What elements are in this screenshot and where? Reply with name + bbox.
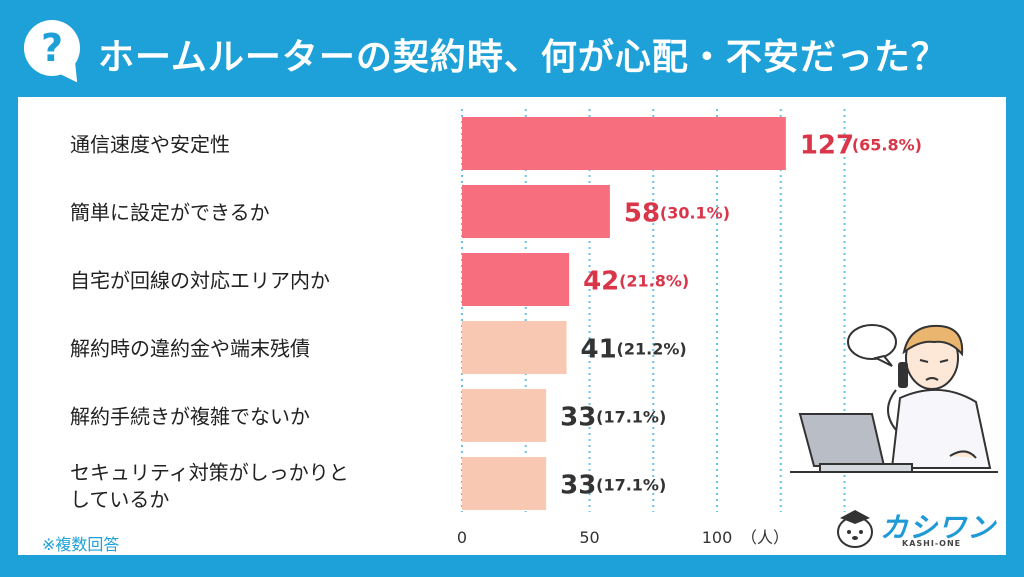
logo-subtext: KASHI-ONE <box>902 539 962 548</box>
value-label: 127 <box>800 131 854 161</box>
footnote: ※複数回答 <box>42 535 120 554</box>
value-label: 33 <box>560 471 596 501</box>
category-label: 解約時の違約金や端末残債 <box>70 337 310 361</box>
bar <box>462 253 570 306</box>
percent-label: (30.1%) <box>660 204 730 223</box>
percent-label: (21.8%) <box>619 272 689 291</box>
x-tick-label: 100 <box>702 528 733 547</box>
value-label: 42 <box>583 267 619 297</box>
bar-chart: 通信速度や安定性 127(65.8%) 簡単に設定ができるか 58 (30.1%) 自宅が… <box>70 109 922 547</box>
percent-label: (17.1%) <box>596 408 666 427</box>
value-label: 33 <box>560 403 596 433</box>
category-label: 自宅が回線の対応エリア内か <box>70 269 330 293</box>
x-tick-label: 50 <box>579 528 599 547</box>
x-tick-label: 0 <box>457 528 467 547</box>
category-label: 簡単に設定ができるか <box>70 201 270 225</box>
question-icon: ? <box>24 20 80 76</box>
value-label: 58 <box>624 199 660 229</box>
percent-label: (21.2%) <box>617 340 687 359</box>
category-label: 解約手続きが複雑でないか <box>70 405 310 429</box>
question-mark: ? <box>40 26 64 70</box>
percent-label: (65.8%) <box>852 136 922 155</box>
x-unit-label: （人） <box>741 528 789 547</box>
header: ? ホームルーターの契約時、何が心配・不安だった？ <box>0 0 1024 95</box>
percent-label: (17.1%) <box>596 476 666 495</box>
bar <box>462 321 567 374</box>
bar <box>462 185 610 238</box>
chart-panel: 通信速度や安定性 127 (65.8%) 簡単に設定ができるか 58 (30.1%) 自宅が… <box>18 97 1006 555</box>
bar <box>462 117 786 170</box>
value-label: 41 <box>581 335 617 365</box>
kashiwan-logo-dog-icon <box>837 510 873 548</box>
bar <box>462 389 547 442</box>
category-label: 通信速度や安定性 <box>70 133 230 157</box>
bar <box>462 457 547 510</box>
page-title: ホームルーターの契約時、何が心配・不安だった？ <box>98 37 948 78</box>
category-label: セキュリティ対策がしっかりとしているか <box>70 461 349 512</box>
logo-text: カシワン <box>880 511 997 544</box>
worried-person-illustration <box>790 324 998 473</box>
